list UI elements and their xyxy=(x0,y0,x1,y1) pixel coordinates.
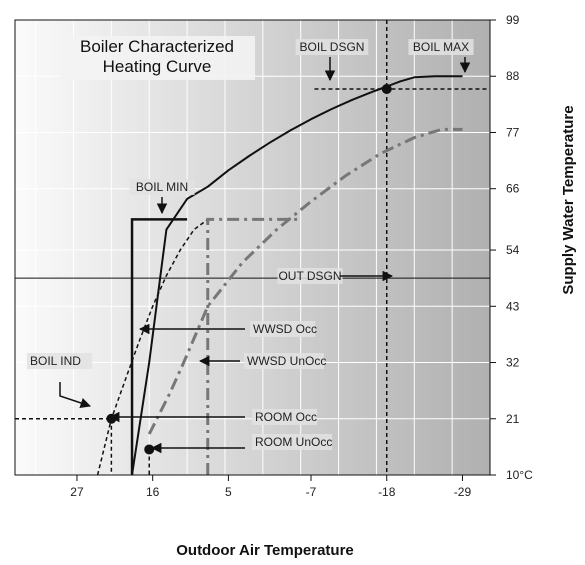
label-background xyxy=(244,353,324,369)
annotation-room-unocc: ROOM UnOcc xyxy=(255,435,332,449)
x-tick-label: -18 xyxy=(378,485,396,499)
x-tick-label: 5 xyxy=(225,485,232,499)
label-background xyxy=(129,179,195,195)
y-axis-title: Supply Water Temperature xyxy=(560,105,577,294)
chart-title-line: Heating Curve xyxy=(103,57,212,76)
data-point xyxy=(144,444,155,455)
annotation-wwsd-occ: WWSD Occ xyxy=(253,322,317,336)
label-background xyxy=(252,409,318,425)
y-tick-label: 54 xyxy=(506,243,520,257)
y-tick-label: 10°C xyxy=(506,468,533,482)
grid xyxy=(15,20,490,475)
data-point xyxy=(106,413,117,424)
label-background xyxy=(250,321,316,337)
annotation-boil-dsgn: BOIL DSGN xyxy=(300,40,365,54)
y-tick-label: 43 xyxy=(506,299,520,313)
label-background xyxy=(252,434,332,450)
y-tick-label: 88 xyxy=(506,69,520,83)
label-background xyxy=(295,39,369,55)
plot-background xyxy=(15,20,490,475)
y-tick-label: 21 xyxy=(506,412,520,426)
plot-frame xyxy=(14,19,491,476)
axes: 99 88 77 66 54 43 32 21 10°C 27 16 5 -7 -18 -29 xyxy=(14,13,533,499)
wwsd-occ-line xyxy=(130,218,188,475)
annotation-wwsd-unocc: WWSD UnOcc xyxy=(247,354,326,368)
reference-lines xyxy=(15,20,490,475)
curves xyxy=(96,75,463,476)
y-tick-label: 99 xyxy=(506,13,520,27)
chart-title-line: Boiler Characterized xyxy=(80,37,234,56)
x-tick-label: -7 xyxy=(306,485,317,499)
x-tick-label: 16 xyxy=(146,485,160,499)
data-point xyxy=(381,84,392,95)
annotation-room-occ: ROOM Occ xyxy=(255,410,317,424)
series-line xyxy=(131,75,463,476)
annotations: BOIL DSGN BOIL MAX BOIL MIN OUT DSGN WWSD Oc… xyxy=(27,39,474,454)
x-axis-title: Outdoor Air Temperature xyxy=(176,542,354,559)
label-background xyxy=(27,353,93,369)
x-tick-label: -29 xyxy=(454,485,472,499)
annotation-boil-min: BOIL MIN xyxy=(136,180,188,194)
y-tick-label: 32 xyxy=(506,356,520,370)
x-tick-label: 27 xyxy=(70,485,84,499)
series-line xyxy=(96,218,209,476)
annotation-boil-max: BOIL MAX xyxy=(413,40,469,54)
title-background xyxy=(60,36,255,80)
wwsd-unocc-line xyxy=(206,217,298,475)
y-tick-label: 77 xyxy=(506,125,520,139)
annotation-boil-ind-arrow xyxy=(59,382,91,408)
annotation-boil-ind: BOIL IND xyxy=(30,354,81,368)
y-tick-label: 66 xyxy=(506,182,520,196)
annotation-out-dsgn: OUT DSGN xyxy=(278,269,341,283)
label-background xyxy=(277,268,343,284)
label-background xyxy=(408,39,474,55)
